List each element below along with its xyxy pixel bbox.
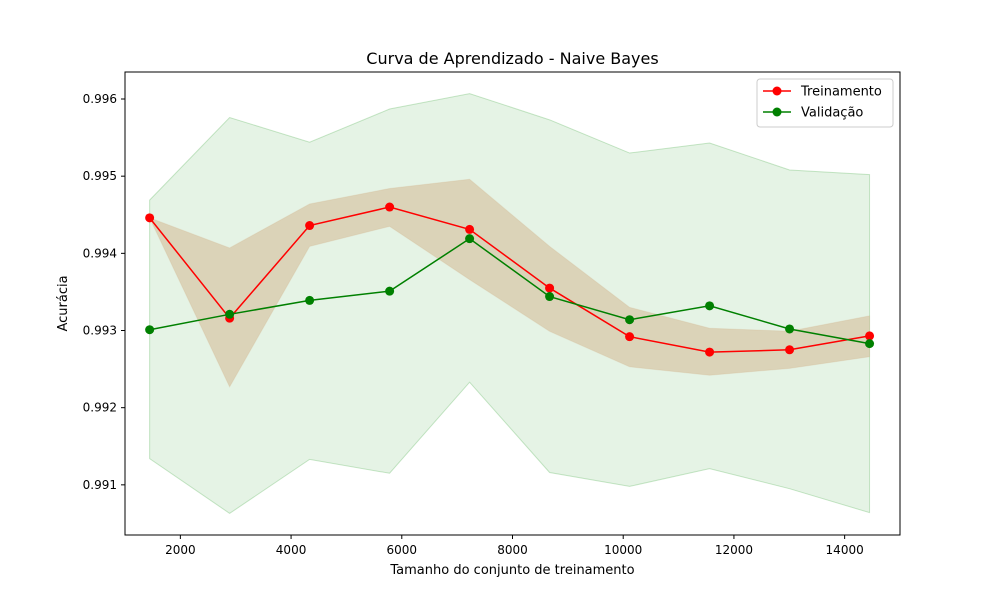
series-lines xyxy=(149,206,870,353)
legend-marker-treinamento xyxy=(772,86,782,96)
point-treinamento-4 xyxy=(465,224,475,234)
x-tick-label: 6000 xyxy=(387,543,418,557)
series-points xyxy=(145,202,875,357)
point-validacao-6 xyxy=(625,315,635,325)
x-tick-label: 12000 xyxy=(715,543,753,557)
point-validacao-1 xyxy=(225,309,235,319)
point-validacao-9 xyxy=(865,339,875,349)
legend-label-treinamento: Treinamento xyxy=(800,85,882,100)
point-treinamento-2 xyxy=(305,221,315,231)
legend-label-validacao: Validação xyxy=(801,106,863,121)
legend: Treinamento Validação xyxy=(756,78,894,128)
x-axis-label: Tamanho do conjunto de treinamento xyxy=(389,563,634,578)
point-validacao-4 xyxy=(465,234,475,244)
y-tick-label: 0.995 xyxy=(83,169,117,183)
y-axis-label: Acurácia xyxy=(56,275,71,331)
y-tick-label: 0.994 xyxy=(83,246,117,260)
point-validacao-0 xyxy=(145,325,155,335)
point-treinamento-9 xyxy=(865,331,875,341)
x-tick-label: 4000 xyxy=(276,543,307,557)
legend-marker-validacao xyxy=(772,107,782,117)
point-validacao-5 xyxy=(545,292,555,302)
line-treinamento xyxy=(149,206,870,353)
point-treinamento-0 xyxy=(145,213,155,223)
point-treinamento-7 xyxy=(705,347,715,357)
y-tick-label: 0.993 xyxy=(83,324,117,338)
y-tick-label: 0.996 xyxy=(83,92,117,106)
y-tick-label: 0.992 xyxy=(83,401,117,415)
x-tick-label: 10000 xyxy=(604,543,642,557)
point-validacao-3 xyxy=(385,286,395,296)
y-tick-label: 0.991 xyxy=(83,478,117,492)
point-validacao-8 xyxy=(785,324,795,334)
confidence-bands xyxy=(148,93,871,514)
line-validacao xyxy=(149,237,870,345)
point-treinamento-3 xyxy=(385,202,395,212)
x-tick-label: 8000 xyxy=(497,543,528,557)
point-treinamento-8 xyxy=(785,345,795,355)
x-tick-label: 14000 xyxy=(826,543,864,557)
point-treinamento-6 xyxy=(625,332,635,342)
point-validacao-7 xyxy=(705,301,715,311)
point-treinamento-5 xyxy=(545,283,555,293)
x-axis-ticks: 2000 4000 6000 8000 10000 12000 14000 xyxy=(165,535,864,557)
x-tick-label: 2000 xyxy=(165,543,196,557)
chart-title: Curva de Aprendizado - Naive Bayes xyxy=(366,49,658,68)
y-axis-ticks: 0.991 0.992 0.993 0.994 0.995 0.996 xyxy=(83,92,125,492)
point-validacao-2 xyxy=(305,295,315,305)
